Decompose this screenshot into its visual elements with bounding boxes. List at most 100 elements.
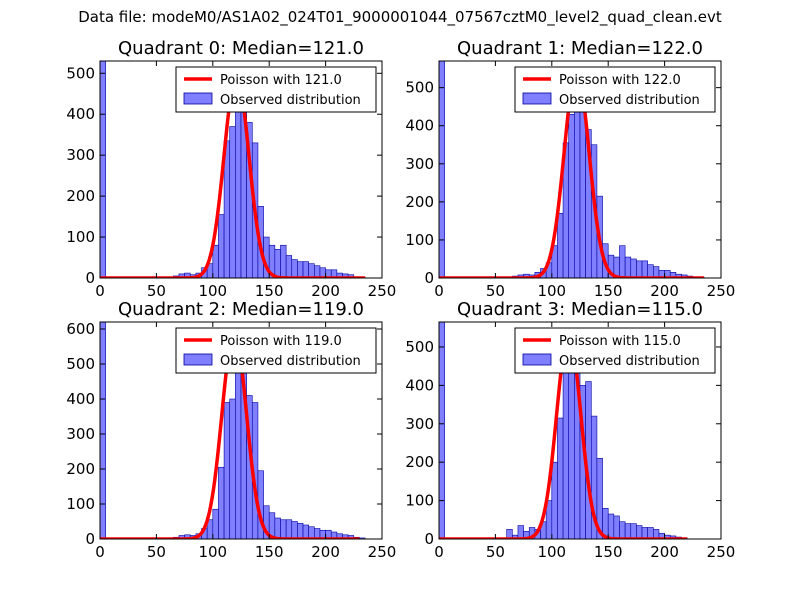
- x-tick-label: 250: [707, 282, 736, 300]
- y-tick-label: 400: [66, 105, 95, 123]
- legend-observed-label: Observed distribution: [559, 93, 700, 108]
- histogram-bar: [302, 261, 309, 278]
- x-tick-label: 0: [95, 282, 105, 300]
- histogram-bar: [641, 260, 648, 278]
- histogram-bar: [285, 255, 293, 278]
- legend: Poisson with 121.0 Observed distribution: [175, 66, 377, 113]
- y-tick-label: 200: [405, 193, 434, 211]
- histogram-bar: [624, 523, 632, 539]
- histogram-bar: [619, 521, 626, 539]
- x-tick-label: 200: [650, 543, 679, 561]
- histogram-bar: [551, 461, 558, 539]
- chart-title: Quadrant 2: Median=119.0: [118, 299, 364, 320]
- y-tick-label: 0: [85, 530, 95, 548]
- x-tick-label: 250: [368, 282, 397, 300]
- x-tick-label: 200: [311, 282, 340, 300]
- histogram-bar: [285, 519, 293, 539]
- figure-suptitle: Data file: modeM0/AS1A02_024T01_90000010…: [78, 8, 722, 26]
- y-tick-label: 300: [405, 415, 434, 433]
- y-tick-label: 100: [66, 228, 95, 246]
- y-tick-label: 0: [424, 530, 434, 548]
- y-tick-label: 100: [405, 492, 434, 510]
- y-tick-label: 400: [405, 376, 434, 394]
- legend-observed-label: Observed distribution: [220, 354, 361, 369]
- legend-observed-label: Observed distribution: [220, 93, 361, 108]
- y-tick-label: 500: [405, 338, 434, 356]
- legend-observed-swatch: [522, 353, 552, 366]
- y-tick-label: 500: [405, 79, 434, 97]
- legend-poisson-label: Poisson with 119.0: [220, 334, 342, 349]
- legend-observed-swatch: [183, 353, 213, 366]
- y-tick-label: 0: [85, 269, 95, 287]
- legend-observed-label: Observed distribution: [559, 354, 700, 369]
- histogram-bar: [562, 352, 570, 539]
- histogram-bar: [229, 398, 236, 539]
- x-tick-label: 50: [486, 543, 505, 561]
- legend-box: [514, 327, 716, 374]
- histogram-bar: [212, 244, 219, 278]
- x-tick-label: 150: [255, 282, 284, 300]
- legend-box: [514, 66, 716, 113]
- x-tick-label: 150: [594, 282, 623, 300]
- histogram-bar: [291, 259, 298, 278]
- axes-frame: [99, 321, 383, 540]
- histogram-bar: [630, 523, 637, 539]
- x-tick-label: 250: [368, 543, 397, 561]
- chart-panel-quadrant-1: Quadrant 1: Median=122.0 0 50 100 150 200 250 0…: [405, 38, 735, 300]
- chart-title: Quadrant 0: Median=121.0: [118, 38, 364, 59]
- legend-box: [175, 66, 377, 113]
- histogram-bar: [506, 529, 513, 539]
- y-tick-label: 300: [405, 155, 434, 173]
- x-tick-label: 100: [537, 543, 566, 561]
- legend: Poisson with 115.0 Observed distribution: [514, 327, 716, 374]
- histogram-bar: [517, 525, 524, 539]
- histogram-bar: [647, 264, 654, 278]
- legend-poisson-label: Poisson with 115.0: [559, 334, 681, 349]
- histogram-bar: [557, 212, 564, 278]
- histogram-bar: [218, 214, 225, 278]
- histogram-bar: [100, 322, 106, 539]
- histogram-bar: [439, 322, 445, 539]
- legend-observed-swatch: [183, 92, 213, 105]
- y-tick-label: 300: [66, 146, 95, 164]
- x-tick-label: 50: [486, 282, 505, 300]
- histogram-bar: [607, 513, 615, 539]
- y-tick-label: 200: [66, 460, 95, 478]
- x-tick-label: 200: [311, 543, 340, 561]
- histogram-bar: [280, 244, 287, 278]
- legend-poisson-label: Poisson with 121.0: [220, 73, 342, 88]
- histogram-bar: [630, 258, 637, 278]
- y-tick-label: 200: [405, 453, 434, 471]
- y-tick-label: 100: [405, 231, 434, 249]
- axes-frame: [438, 321, 722, 540]
- chart-panel-quadrant-2: Quadrant 2: Median=119.0 0 50 100 150 200 250 0…: [66, 299, 396, 561]
- x-tick-label: 50: [147, 543, 166, 561]
- histogram-bar: [314, 265, 321, 278]
- y-tick-label: 200: [66, 187, 95, 205]
- histogram-bar: [212, 508, 219, 539]
- x-tick-label: 250: [707, 543, 736, 561]
- histogram-bar: [557, 417, 564, 539]
- histogram-bar: [274, 249, 281, 278]
- histogram-bar: [308, 526, 315, 539]
- histogram-bar: [291, 521, 298, 539]
- x-tick-label: 100: [198, 543, 227, 561]
- y-tick-label: 400: [66, 390, 95, 408]
- x-tick-label: 150: [255, 543, 284, 561]
- y-tick-label: 300: [66, 425, 95, 443]
- chart-panel-quadrant-0: Quadrant 0: Median=121.0 0 50 100 150 200 250 0…: [66, 38, 396, 300]
- histogram-bar: [280, 519, 287, 539]
- x-tick-label: 0: [434, 282, 444, 300]
- legend-observed-swatch: [522, 92, 552, 105]
- legend: Poisson with 122.0 Observed distribution: [514, 66, 716, 113]
- histogram-bar: [297, 261, 304, 278]
- y-tick-label: 600: [66, 320, 95, 338]
- histogram-bar: [439, 61, 445, 278]
- y-tick-label: 500: [66, 355, 95, 373]
- histogram-bar: [619, 245, 626, 278]
- histogram-bar: [218, 466, 225, 539]
- x-tick-label: 50: [147, 282, 166, 300]
- x-tick-label: 100: [198, 282, 227, 300]
- x-tick-label: 150: [594, 543, 623, 561]
